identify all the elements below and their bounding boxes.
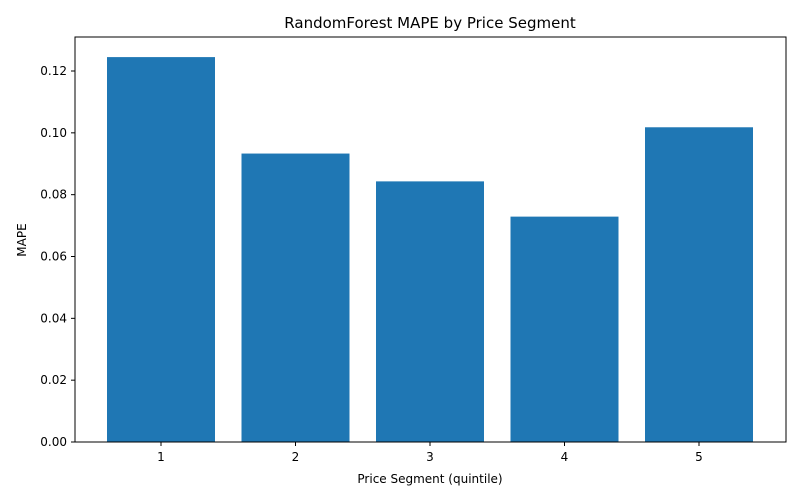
x-tick-label: 3: [426, 450, 434, 464]
y-tick-label: 0.12: [40, 64, 67, 78]
bars-group: [107, 57, 753, 442]
bar-4: [510, 216, 619, 442]
bar-3: [376, 181, 484, 442]
x-tick-label: 5: [695, 450, 703, 464]
y-tick-label: 0.00: [40, 435, 67, 449]
x-tick-label: 4: [561, 450, 569, 464]
bar-2: [241, 153, 350, 442]
x-tick-label: 1: [157, 450, 165, 464]
y-tick-label: 0.02: [40, 373, 67, 387]
x-axis-label: Price Segment (quintile): [357, 472, 502, 486]
y-axis-label: MAPE: [15, 223, 29, 256]
x-tick-label: 2: [292, 450, 300, 464]
y-tick-label: 0.10: [40, 126, 67, 140]
x-axis-ticks: 1 2 3 4 5: [157, 442, 703, 464]
bar-1: [107, 57, 215, 442]
y-tick-label: 0.08: [40, 188, 67, 202]
bar-5: [645, 127, 753, 442]
chart-title: RandomForest MAPE by Price Segment: [284, 14, 576, 32]
y-tick-label: 0.04: [40, 311, 67, 325]
plot-frame: [74, 36, 787, 443]
y-axis-ticks: 0.00 0.02 0.04 0.06 0.08 0.10 0.12: [40, 64, 75, 449]
y-tick-label: 0.06: [40, 250, 67, 264]
